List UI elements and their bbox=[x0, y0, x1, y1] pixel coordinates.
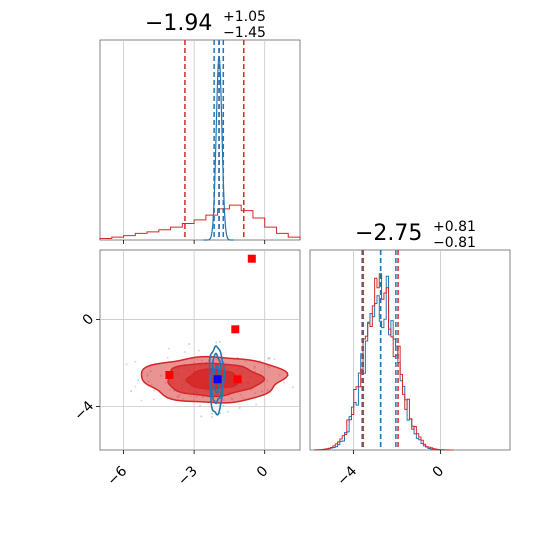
tick-label-x-0: −4 bbox=[334, 463, 360, 489]
red-marker-0 bbox=[247, 254, 256, 263]
title-param1-sub: −1.45 bbox=[223, 25, 266, 41]
red-marker-2 bbox=[165, 371, 174, 379]
scatter-point bbox=[238, 406, 241, 409]
scatter-point bbox=[219, 412, 222, 415]
scatter-point bbox=[166, 356, 169, 359]
scatter-point bbox=[183, 351, 186, 353]
scatter-point bbox=[153, 389, 156, 392]
panel-1d-param1 bbox=[99, 39, 301, 244]
blue-contour-2 bbox=[212, 364, 221, 394]
panel-1d-param2-grid bbox=[353, 250, 441, 450]
scatter-point bbox=[167, 347, 170, 350]
title-param2-sup: +0.81 bbox=[433, 219, 476, 235]
scatter-point bbox=[134, 385, 137, 388]
tick-label-x-2: 0 bbox=[254, 463, 272, 481]
panel-1d-param1-histograms bbox=[99, 55, 301, 241]
scatter-point bbox=[219, 340, 221, 343]
scatter-point bbox=[266, 357, 269, 360]
panel-1d-param2: −4 0 bbox=[309, 249, 511, 489]
title-param2-main: −2.75 bbox=[355, 221, 422, 246]
scatter-point bbox=[188, 343, 191, 345]
title-param1-main: −1.94 bbox=[145, 11, 212, 36]
scatter-point bbox=[153, 398, 155, 401]
scatter-point bbox=[268, 357, 271, 360]
panel-1d-param2-quantile-lines bbox=[361, 250, 399, 450]
title-param2: −2.75 +0.81 −0.81 bbox=[355, 219, 476, 251]
truth-point-marker bbox=[213, 375, 222, 384]
scatter-point bbox=[255, 403, 258, 406]
title-param1: −1.94 +1.05 −1.45 bbox=[145, 9, 266, 41]
scatter-point bbox=[200, 415, 203, 418]
scatter-point bbox=[134, 360, 137, 363]
panel-1d-param2-frame bbox=[309, 249, 511, 451]
red-marker-1 bbox=[231, 325, 240, 334]
panel-2d-markers bbox=[165, 254, 256, 384]
scatter-point bbox=[283, 381, 285, 384]
scatter-point bbox=[211, 412, 214, 415]
red-histogram-param1 bbox=[99, 204, 301, 240]
scatter-point bbox=[198, 349, 200, 352]
panel-1d-param2-histograms bbox=[313, 273, 454, 451]
red-histogram-param2 bbox=[313, 273, 454, 451]
panel-2d-grid bbox=[100, 250, 300, 450]
tick-label-y-1: −4 bbox=[71, 398, 97, 424]
blue-contour-1 bbox=[210, 352, 223, 405]
tick-label-y-0: 0 bbox=[80, 311, 98, 329]
scatter-point bbox=[140, 399, 143, 402]
blue-contour-0 bbox=[208, 345, 226, 416]
panel-1d-param1-grid bbox=[123, 40, 266, 240]
blue-histogram-param2 bbox=[313, 275, 454, 451]
scatter-point bbox=[291, 386, 294, 389]
scatter-point bbox=[137, 379, 140, 382]
panel-1d-param1-frame bbox=[99, 39, 301, 241]
panel-1d-param1-ticks bbox=[123, 240, 266, 244]
red-marker-3 bbox=[233, 375, 242, 384]
scatter-point bbox=[227, 410, 229, 413]
title-param1-sup: +1.05 bbox=[223, 9, 266, 25]
panel-1d-param1-quantile-lines bbox=[184, 40, 245, 240]
title-param2-sub: −0.81 bbox=[433, 235, 476, 251]
scatter-point bbox=[130, 390, 133, 393]
tick-label-x-1: −3 bbox=[175, 463, 201, 489]
scatter-point bbox=[211, 416, 214, 418]
tick-label-x-1: 0 bbox=[430, 463, 448, 481]
panel-2d-frame bbox=[99, 249, 301, 451]
scatter-point bbox=[273, 358, 276, 361]
panel-1d-param2-ticks: −4 0 bbox=[334, 450, 447, 489]
scatter-point bbox=[215, 341, 218, 344]
tick-label-x-0: −6 bbox=[104, 463, 130, 489]
scatter-point bbox=[125, 363, 128, 366]
panel-2d: −6 −3 0 0 −4 bbox=[71, 249, 301, 489]
scatter-point bbox=[222, 404, 225, 407]
scatter-point bbox=[199, 404, 201, 407]
